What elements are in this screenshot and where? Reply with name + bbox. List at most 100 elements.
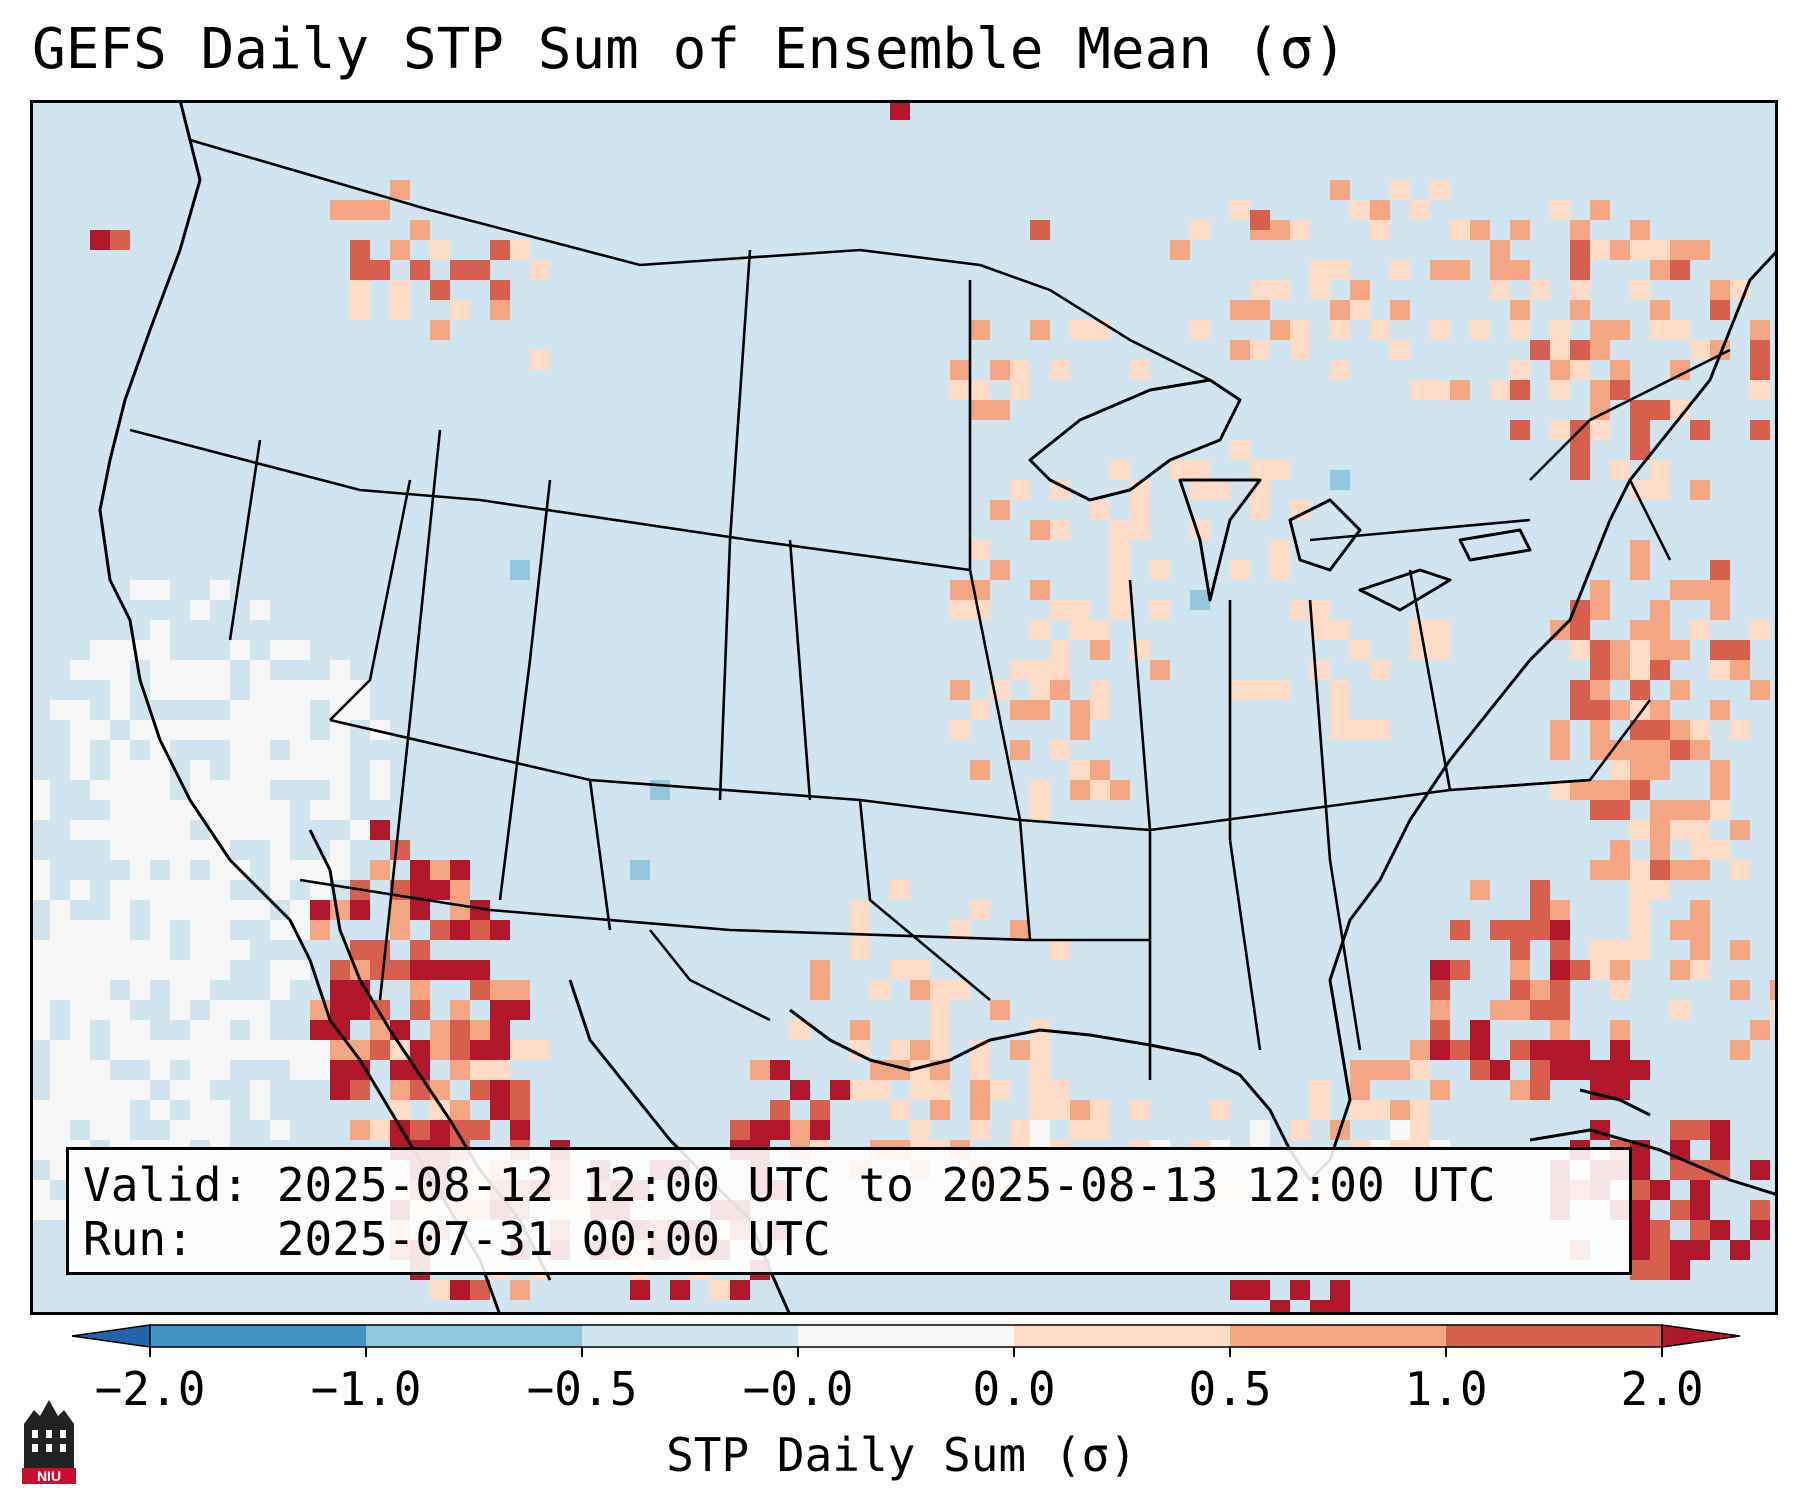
field-cell	[1630, 940, 1650, 960]
stp-pixel-field	[30, 100, 1778, 1315]
field-cell	[1010, 700, 1030, 720]
field-cell	[990, 560, 1010, 580]
field-cell	[90, 1000, 110, 1020]
colorbar-bin	[1014, 1325, 1230, 1347]
field-cell	[190, 680, 210, 700]
field-cell	[970, 320, 990, 340]
field-cell	[330, 1080, 350, 1100]
field-cell	[1550, 740, 1570, 760]
field-cell	[1530, 1000, 1550, 1020]
field-cell	[470, 960, 490, 980]
field-cell	[1110, 600, 1130, 620]
field-cell	[70, 1000, 90, 1020]
field-cell	[1550, 1060, 1570, 1080]
field-cell	[110, 960, 130, 980]
field-cell	[1510, 1080, 1530, 1100]
field-cell	[1030, 580, 1050, 600]
field-cell	[350, 980, 370, 1000]
field-cell	[1070, 620, 1090, 640]
field-cell	[170, 1120, 190, 1140]
field-cell	[390, 1100, 410, 1120]
field-cell	[150, 780, 170, 800]
field-cell	[90, 960, 110, 980]
field-cell	[1710, 280, 1730, 300]
field-cell	[1590, 600, 1610, 620]
field-cell	[1050, 1080, 1070, 1100]
field-cell	[90, 1100, 110, 1120]
field-cell	[1690, 720, 1710, 740]
field-cell	[350, 1000, 370, 1020]
field-cell	[1710, 1220, 1730, 1240]
field-cell	[910, 980, 930, 1000]
field-cell	[1070, 1100, 1090, 1120]
field-cell	[1650, 260, 1670, 280]
colorbar-bin	[150, 1325, 366, 1347]
field-cell	[1670, 720, 1690, 740]
field-cell	[350, 260, 370, 280]
field-cell	[1270, 560, 1290, 580]
field-cell	[490, 1060, 510, 1080]
field-cell	[1270, 460, 1290, 480]
field-cell	[490, 1040, 510, 1060]
field-cell	[110, 920, 130, 940]
field-cell	[150, 1040, 170, 1060]
field-cell	[990, 1080, 1010, 1100]
field-cell	[990, 360, 1010, 380]
field-cell	[1650, 860, 1670, 880]
field-cell	[70, 920, 90, 940]
field-cell	[1410, 1100, 1430, 1120]
field-cell	[210, 1120, 230, 1140]
field-cell	[290, 680, 310, 700]
field-cell	[1570, 220, 1590, 240]
field-cell	[1610, 980, 1630, 1000]
field-cell	[1090, 500, 1110, 520]
field-cell	[1670, 800, 1690, 820]
field-cell	[110, 1040, 130, 1060]
field-cell	[1590, 380, 1610, 400]
field-cell	[1210, 1100, 1230, 1120]
canada-border-central	[979, 263, 1211, 382]
field-cell	[1590, 740, 1610, 760]
field-cell	[1630, 220, 1650, 240]
field-cell	[970, 540, 990, 560]
field-cell	[50, 700, 70, 720]
field-cell	[70, 940, 90, 960]
field-cell	[1510, 300, 1530, 320]
field-cell	[950, 600, 970, 620]
field-cell	[1290, 1280, 1310, 1300]
field-cell	[1570, 620, 1590, 640]
field-cell	[1030, 620, 1050, 640]
field-cell	[1770, 1000, 1778, 1020]
field-cell	[1670, 1260, 1690, 1280]
field-cell	[250, 720, 270, 740]
field-cell	[1730, 1240, 1750, 1260]
ny-border	[1628, 479, 1672, 561]
field-cell	[170, 680, 190, 700]
field-cell	[290, 860, 310, 880]
field-cell	[1630, 920, 1650, 940]
field-cell	[1330, 680, 1350, 700]
bahamas	[1579, 1088, 1651, 1117]
field-cell	[1630, 1060, 1650, 1080]
field-cell	[1290, 220, 1310, 240]
field-cell	[670, 1280, 690, 1300]
border-row-3	[299, 878, 1150, 942]
field-cell	[230, 900, 250, 920]
field-cell	[1590, 800, 1610, 820]
field-cell	[1630, 900, 1650, 920]
field-cell	[70, 740, 90, 760]
field-cell	[1710, 760, 1730, 780]
field-cell	[170, 1080, 190, 1100]
field-cell	[350, 1080, 370, 1100]
field-cell	[290, 920, 310, 940]
field-cell	[1710, 580, 1730, 600]
field-cell	[1630, 400, 1650, 420]
field-cell	[190, 1020, 210, 1040]
field-cell	[1550, 1000, 1570, 1020]
field-cell	[930, 1100, 950, 1120]
field-cell	[1630, 660, 1650, 680]
field-cell	[30, 1020, 50, 1040]
field-cell	[910, 1120, 930, 1140]
field-cell	[1330, 720, 1350, 740]
field-cell	[1690, 900, 1710, 920]
